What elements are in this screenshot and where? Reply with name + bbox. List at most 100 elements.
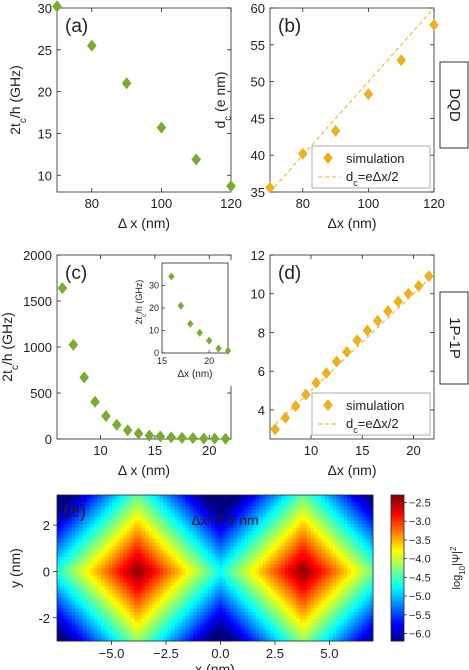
heatmap-cell xyxy=(295,600,300,605)
heatmap-cell xyxy=(262,589,267,594)
heatmap-cell xyxy=(306,622,311,627)
heatmap-cell xyxy=(361,527,367,532)
heatmap-cell xyxy=(115,593,120,598)
heatmap-cell xyxy=(71,546,76,551)
heatmap-cell xyxy=(126,622,131,627)
heatmap-cell xyxy=(354,593,359,598)
heatmap-cell xyxy=(314,586,319,591)
heatmap-cell xyxy=(255,593,260,598)
heatmap-cell xyxy=(112,608,117,613)
heatmap-cell xyxy=(134,608,139,613)
heatmap-cell xyxy=(203,546,209,551)
heatmap-cell xyxy=(244,524,249,529)
heatmap-cell xyxy=(60,516,65,521)
heatmap-cell xyxy=(332,546,337,551)
heatmap-cell xyxy=(295,502,300,507)
heatmap-cell xyxy=(350,557,356,562)
heatmap-cell xyxy=(255,608,260,613)
heatmap-cell xyxy=(211,619,216,624)
heatmap-cell xyxy=(181,531,187,536)
heatmap-cell xyxy=(152,546,157,551)
heatmap-cell xyxy=(79,516,84,521)
heatmap-cell xyxy=(284,516,289,521)
heatmap-cell xyxy=(90,498,95,503)
heatmap-cell xyxy=(288,630,293,635)
heatmap-cell xyxy=(174,542,179,547)
colorbar-segment xyxy=(391,565,404,569)
heatmap-cell xyxy=(134,575,139,580)
heatmap-cell xyxy=(343,502,348,507)
heatmap-cell xyxy=(207,637,212,642)
heatmap-cell xyxy=(185,516,190,521)
heatmap-cell xyxy=(203,560,209,565)
heatmap-cell xyxy=(303,498,308,503)
heatmap-cell xyxy=(104,546,109,551)
heatmap-cell xyxy=(86,502,91,507)
heatmap-cell xyxy=(108,564,113,569)
heatmap-cell xyxy=(299,578,304,583)
heatmap-cell xyxy=(295,593,300,598)
heatmap-cell xyxy=(288,505,293,510)
heatmap-cell xyxy=(86,564,91,569)
heatmap-cell xyxy=(156,546,161,551)
heatmap-cell xyxy=(64,527,69,532)
heatmap-cell xyxy=(255,564,260,569)
heatmap-cell xyxy=(141,505,146,510)
heatmap-cell xyxy=(134,546,139,551)
heatmap-cell xyxy=(273,608,278,613)
heatmap-cell xyxy=(189,560,194,565)
panel-label: (e) xyxy=(63,501,86,522)
heatmap-cell xyxy=(79,549,84,554)
heatmap-cell xyxy=(354,630,359,635)
heatmap-cell xyxy=(126,637,131,642)
heatmap-cell xyxy=(189,527,194,532)
heatmap-cell xyxy=(86,637,91,642)
heatmap-cell xyxy=(159,622,164,627)
heatmap-cell xyxy=(288,622,293,627)
heatmap-cell xyxy=(215,575,220,580)
heatmap-cell xyxy=(112,524,117,529)
heatmap-cell xyxy=(101,611,106,616)
heatmap-cell xyxy=(266,637,271,642)
heatmap-cell xyxy=(288,513,293,518)
heatmap-cell xyxy=(262,593,267,598)
heatmap-cell xyxy=(339,593,345,598)
heatmap-cell xyxy=(189,538,194,543)
heatmap-cell xyxy=(79,498,84,503)
heatmap-cell xyxy=(365,582,370,587)
heatmap-cell xyxy=(218,549,223,554)
heatmap-cell xyxy=(336,498,341,503)
heatmap-cell xyxy=(281,600,286,605)
heatmap-cell xyxy=(303,615,308,620)
heatmap-cell xyxy=(123,535,128,540)
heatmap-cell xyxy=(317,597,322,602)
heatmap-cell xyxy=(281,597,286,602)
heatmap-cell xyxy=(292,557,297,562)
heatmap-cell xyxy=(240,593,245,598)
heatmap-cell xyxy=(314,549,319,554)
heatmap-cell xyxy=(310,502,315,507)
heatmap-cell xyxy=(222,513,227,518)
heatmap-cell xyxy=(203,589,209,594)
heatmap-cell xyxy=(361,549,367,554)
heatmap-cell xyxy=(284,546,289,551)
heatmap-cell xyxy=(108,622,113,627)
heatmap-cell xyxy=(343,586,348,591)
x-tick-label: −2.5 xyxy=(153,646,179,661)
heatmap-cell xyxy=(299,502,304,507)
colorbar-segment xyxy=(391,509,404,513)
heatmap-cell xyxy=(350,524,356,529)
colorbar-segment xyxy=(391,514,404,518)
heatmap-cell xyxy=(288,619,293,624)
heatmap-cell xyxy=(148,557,153,562)
heatmap-cell xyxy=(93,564,98,569)
heatmap-cell xyxy=(332,619,337,624)
heatmap-cell xyxy=(167,593,172,598)
heatmap-cell xyxy=(332,575,337,580)
heatmap-cell xyxy=(237,568,242,573)
heatmap-cell xyxy=(64,575,69,580)
heatmap-cell xyxy=(130,560,135,565)
heatmap-cell xyxy=(211,600,216,605)
heatmap-cell xyxy=(358,527,363,532)
